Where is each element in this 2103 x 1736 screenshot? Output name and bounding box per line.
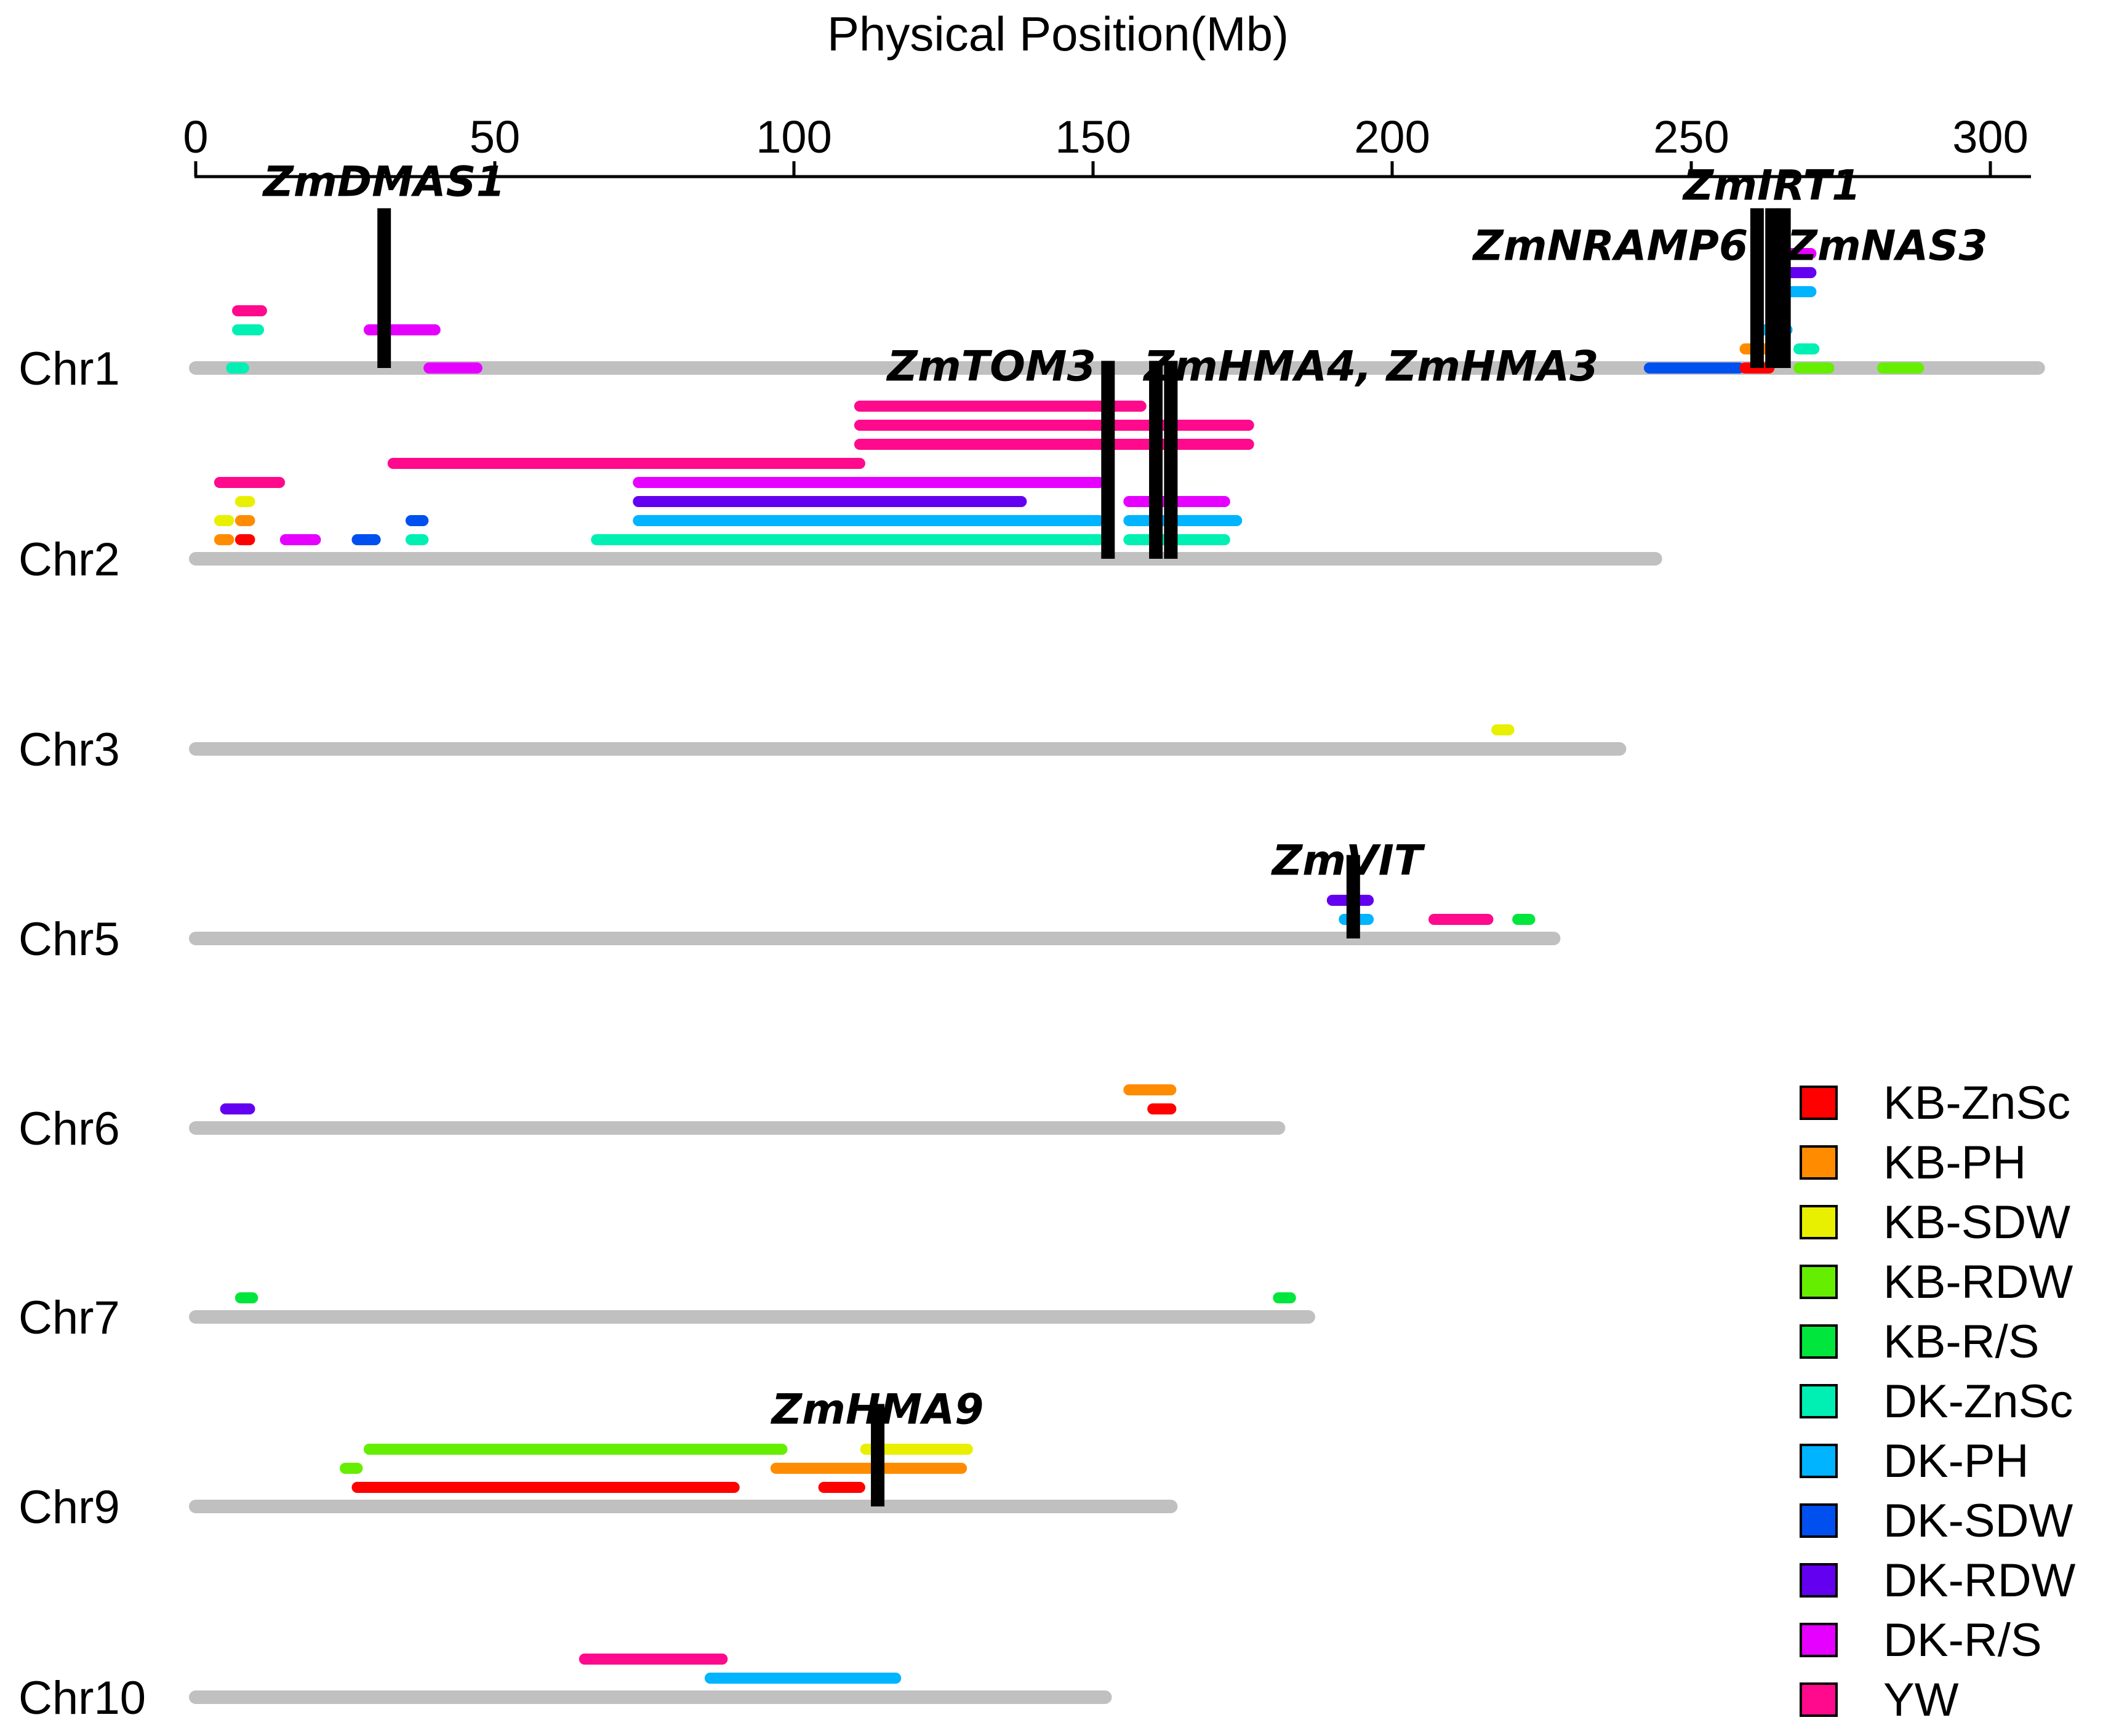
legend-label-kb-rdw: KB-RDW (1883, 1256, 2073, 1308)
gene-markers (377, 208, 1791, 1506)
legend-swatch-kb-sdw (1800, 1205, 1838, 1239)
x-tick-label: 200 (1354, 111, 1430, 162)
gene-label-zmtom3: ZmTOM3 (886, 342, 1096, 391)
legend-swatch-kb-ph (1800, 1145, 1838, 1180)
gene-marker (1164, 361, 1178, 559)
legend-label-dk-rdw: DK-RDW (1883, 1554, 2076, 1607)
legend-swatch-dk-rdw (1800, 1563, 1838, 1598)
legend-swatch-dk-znsc (1800, 1384, 1838, 1418)
chromosome-label: Chr7 (18, 1292, 120, 1344)
x-axis-ticks: 0 50 100 150 200 250 300 (183, 111, 2029, 177)
legend-swatch-dk-ph (1800, 1444, 1838, 1478)
chromosome-label: Chr3 (18, 724, 120, 776)
gene-marker (1149, 361, 1163, 559)
legend-label-dk-ph: DK-PH (1883, 1435, 2029, 1487)
gene-marker (1765, 208, 1779, 368)
gene-label-zmhma9: ZmHMA9 (771, 1385, 984, 1434)
gene-marker (377, 208, 391, 368)
chromosome-label: Chr9 (18, 1481, 120, 1534)
legend-label-dk-sdw: DK-SDW (1883, 1495, 2073, 1547)
x-tick-label: 300 (1952, 111, 2028, 162)
x-tick-label: 250 (1653, 111, 1729, 162)
gene-marker (1750, 208, 1764, 368)
x-tick-label: 100 (756, 111, 831, 162)
legend-label-yw: YW (1883, 1674, 1959, 1726)
legend-swatch-yw (1800, 1682, 1838, 1717)
legend-label-dk-r-s: DK-R/S (1883, 1614, 2042, 1666)
x-tick-label: 0 (183, 111, 208, 162)
gene-marker (1777, 208, 1791, 368)
chromosome-label: Chr1 (18, 343, 120, 395)
legend-swatch-kb-znsc (1800, 1086, 1838, 1120)
legend-label-kb-ph: KB-PH (1883, 1137, 2026, 1189)
gene-marker (871, 1404, 885, 1506)
gene-label-zmnas3: ZmNAS3 (1786, 222, 1988, 270)
chromosome-label: Chr5 (18, 913, 120, 966)
gene-labels: ZmDMAS1 ZmIRT1 ZmNRAMP6 ZmNAS3 ZmTOM3 ZmHMA4,… (262, 158, 1988, 1434)
qtl-intervals (214, 248, 1925, 1684)
gene-label-zmvit: ZmVIT (1271, 836, 1425, 885)
chromosomes: Chr1 Chr2 Chr3 Chr5 Chr6 Chr7 Chr9 Chr10 (18, 343, 2045, 1724)
legend-swatch-kb-r-s (1800, 1324, 1838, 1359)
legend-label-dk-znsc: DK-ZnSc (1883, 1375, 2073, 1428)
legend-label-kb-sdw: KB-SDW (1883, 1196, 2070, 1249)
gene-marker (1101, 361, 1115, 559)
x-tick-label: 150 (1055, 111, 1131, 162)
gene-label-zmdmas1: ZmDMAS1 (262, 158, 505, 206)
legend-swatch-kb-rdw (1800, 1265, 1838, 1299)
gene-label-zmnramp6: ZmNRAMP6 (1472, 222, 1748, 270)
chromosome-label: Chr6 (18, 1103, 120, 1155)
x-tick-label: 50 (470, 111, 520, 162)
gene-marker (1346, 855, 1360, 938)
legend-swatch-dk-sdw (1800, 1503, 1838, 1538)
chart-title: Physical Position(Mb) (827, 7, 1289, 61)
legend-swatch-dk-r-s (1800, 1623, 1838, 1657)
legend-label-kb-znsc: KB-ZnSc (1883, 1077, 2070, 1129)
legend: KB-ZnSc KB-PH KB-SDW KB-RDW KB-R/S DK-ZnSc DK-… (1800, 1077, 2076, 1726)
gene-label-zmhma4-zmhma3: ZmHMA4, ZmHMA3 (1143, 342, 1599, 391)
chromosome-label: Chr2 (18, 534, 120, 586)
legend-label-kb-r-s: KB-R/S (1883, 1316, 2039, 1368)
chromosome-label: Chr10 (18, 1672, 146, 1724)
gene-label-zmirt1: ZmIRT1 (1682, 161, 1861, 210)
